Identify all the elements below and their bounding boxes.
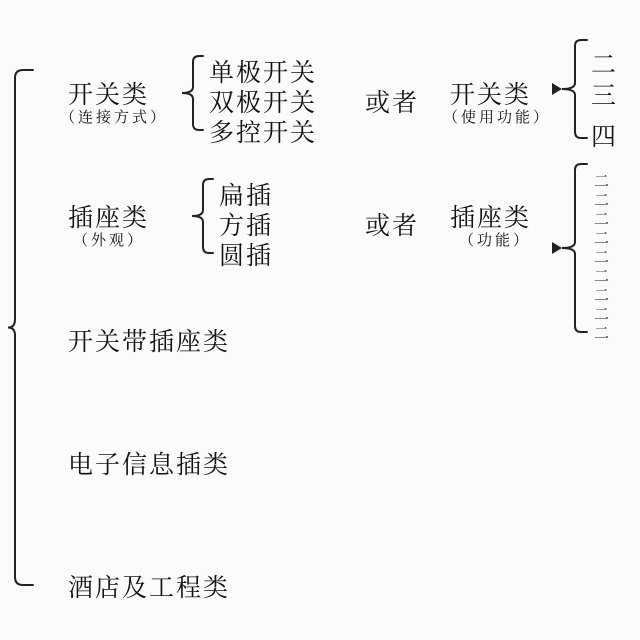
right-item-0: 二 (594, 170, 611, 191)
right-item-5: 二 (594, 265, 611, 286)
node-or1: 或者 (365, 83, 419, 119)
right-item-6: 二 (594, 284, 611, 305)
node-r1_b: 三 (591, 76, 618, 112)
right-item-2: 二 (594, 208, 611, 229)
arrowhead-icon (552, 242, 562, 254)
bracket-path (8, 70, 33, 585)
bracket-path (182, 56, 203, 130)
node-cat5: 酒店及工程类 (68, 568, 230, 604)
node-cat1_c: 多控开关 (209, 113, 317, 149)
node-cat2r_sub: （功能） (459, 229, 531, 250)
right-item-3: 二 (594, 227, 611, 248)
node-cat2_c: 圆插 (219, 236, 273, 272)
node-cat2_sub: （外观） (73, 229, 145, 250)
bracket-path (562, 40, 587, 138)
right-item-4: 二 (594, 246, 611, 267)
right-item-1: 二 (594, 189, 611, 210)
right-item-7: 二 (594, 303, 611, 324)
node-r1_c: 四 (591, 117, 618, 153)
arrowhead-icon (552, 83, 562, 95)
node-cat1r_sub: （使用功能） (443, 106, 551, 127)
node-cat1_sub: （连接方式） (60, 106, 168, 127)
bracket-path (192, 179, 213, 253)
node-cat4: 电子信息插类 (68, 445, 230, 481)
node-or2: 或者 (365, 206, 419, 242)
bracket-path (562, 164, 587, 332)
node-cat3: 开关带插座类 (68, 322, 230, 358)
right-item-8: 二 (594, 322, 611, 343)
